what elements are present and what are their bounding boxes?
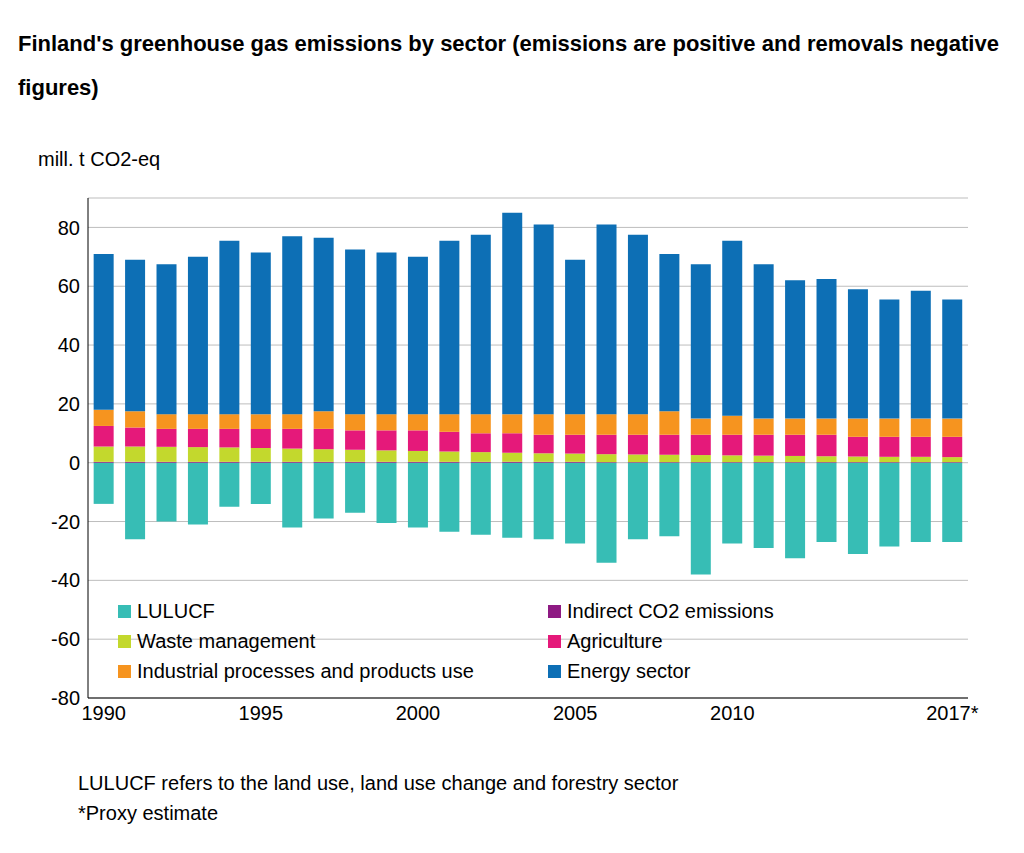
html-text:Energy sector: Energy sector xyxy=(567,659,691,682)
svg-text:60: 60 xyxy=(58,275,80,297)
svg-text:40: 40 xyxy=(58,334,80,356)
svg-text:80: 80 xyxy=(58,217,80,239)
html-text:mill. t CO2-eq: mill. t CO2-eq xyxy=(38,148,161,170)
html-text:Agriculture: Agriculture xyxy=(567,629,663,652)
html-text:LULUCF refers to the land use,: LULUCF refers to the land use, land use … xyxy=(78,772,679,794)
svg-text:2005: 2005 xyxy=(553,702,598,724)
svg-text:1990: 1990 xyxy=(81,702,126,724)
html-text:Indirect CO2 emissions: Indirect CO2 emissions xyxy=(567,599,774,622)
svg-text:-60: -60 xyxy=(51,628,80,650)
html-text:*Proxy estimate: *Proxy estimate xyxy=(78,802,219,824)
svg-text:0: 0 xyxy=(69,452,80,474)
svg-text:2010: 2010 xyxy=(710,702,755,724)
svg-text:1995: 1995 xyxy=(239,702,284,724)
svg-text:2017*: 2017* xyxy=(926,702,978,724)
svg-text:-40: -40 xyxy=(51,569,80,591)
html-text:LULUCF: LULUCF xyxy=(137,599,215,622)
svg-text:-20: -20 xyxy=(51,511,80,533)
svg-text:20: 20 xyxy=(58,393,80,415)
svg-text:2000: 2000 xyxy=(396,702,441,724)
html-text:Waste management: Waste management xyxy=(137,629,316,652)
html-text:Finland's greenhouse gas emiss: Finland's greenhouse gas emissions by se… xyxy=(18,31,999,100)
html-text:Industrial processes and produ: Industrial processes and products use xyxy=(137,659,474,682)
svg-text:-80: -80 xyxy=(51,687,80,709)
